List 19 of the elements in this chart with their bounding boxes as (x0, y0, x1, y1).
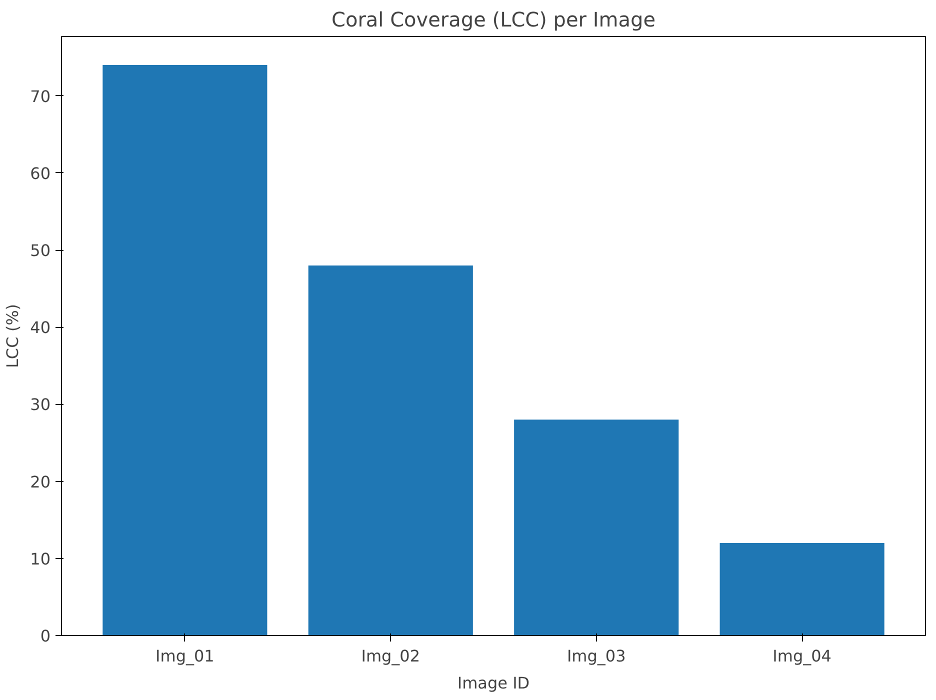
x-tick-label: Img_01 (156, 646, 214, 666)
chart-title: Coral Coverage (LCC) per Image (331, 8, 656, 32)
y-tick-label: 20 (30, 472, 50, 492)
bar (308, 265, 473, 636)
y-tick-label: 10 (30, 549, 50, 568)
y-tick-label: 30 (30, 395, 50, 414)
bar (102, 65, 268, 636)
y-tick-label: 0 (40, 626, 51, 646)
bar (720, 542, 884, 636)
x-tick-label: Img_04 (772, 646, 832, 666)
x-axis-title: Image ID (457, 674, 530, 692)
x-tick-label: Img_03 (566, 646, 626, 666)
y-tick-label: 60 (30, 164, 50, 183)
x-tick-label: Img_02 (361, 646, 420, 666)
bar (514, 420, 679, 636)
y-axis-title: LCC (%) (3, 304, 22, 368)
y-tick-label: 50 (30, 241, 50, 260)
y-tick-label: 70 (30, 86, 50, 106)
y-tick-label: 40 (30, 318, 50, 338)
